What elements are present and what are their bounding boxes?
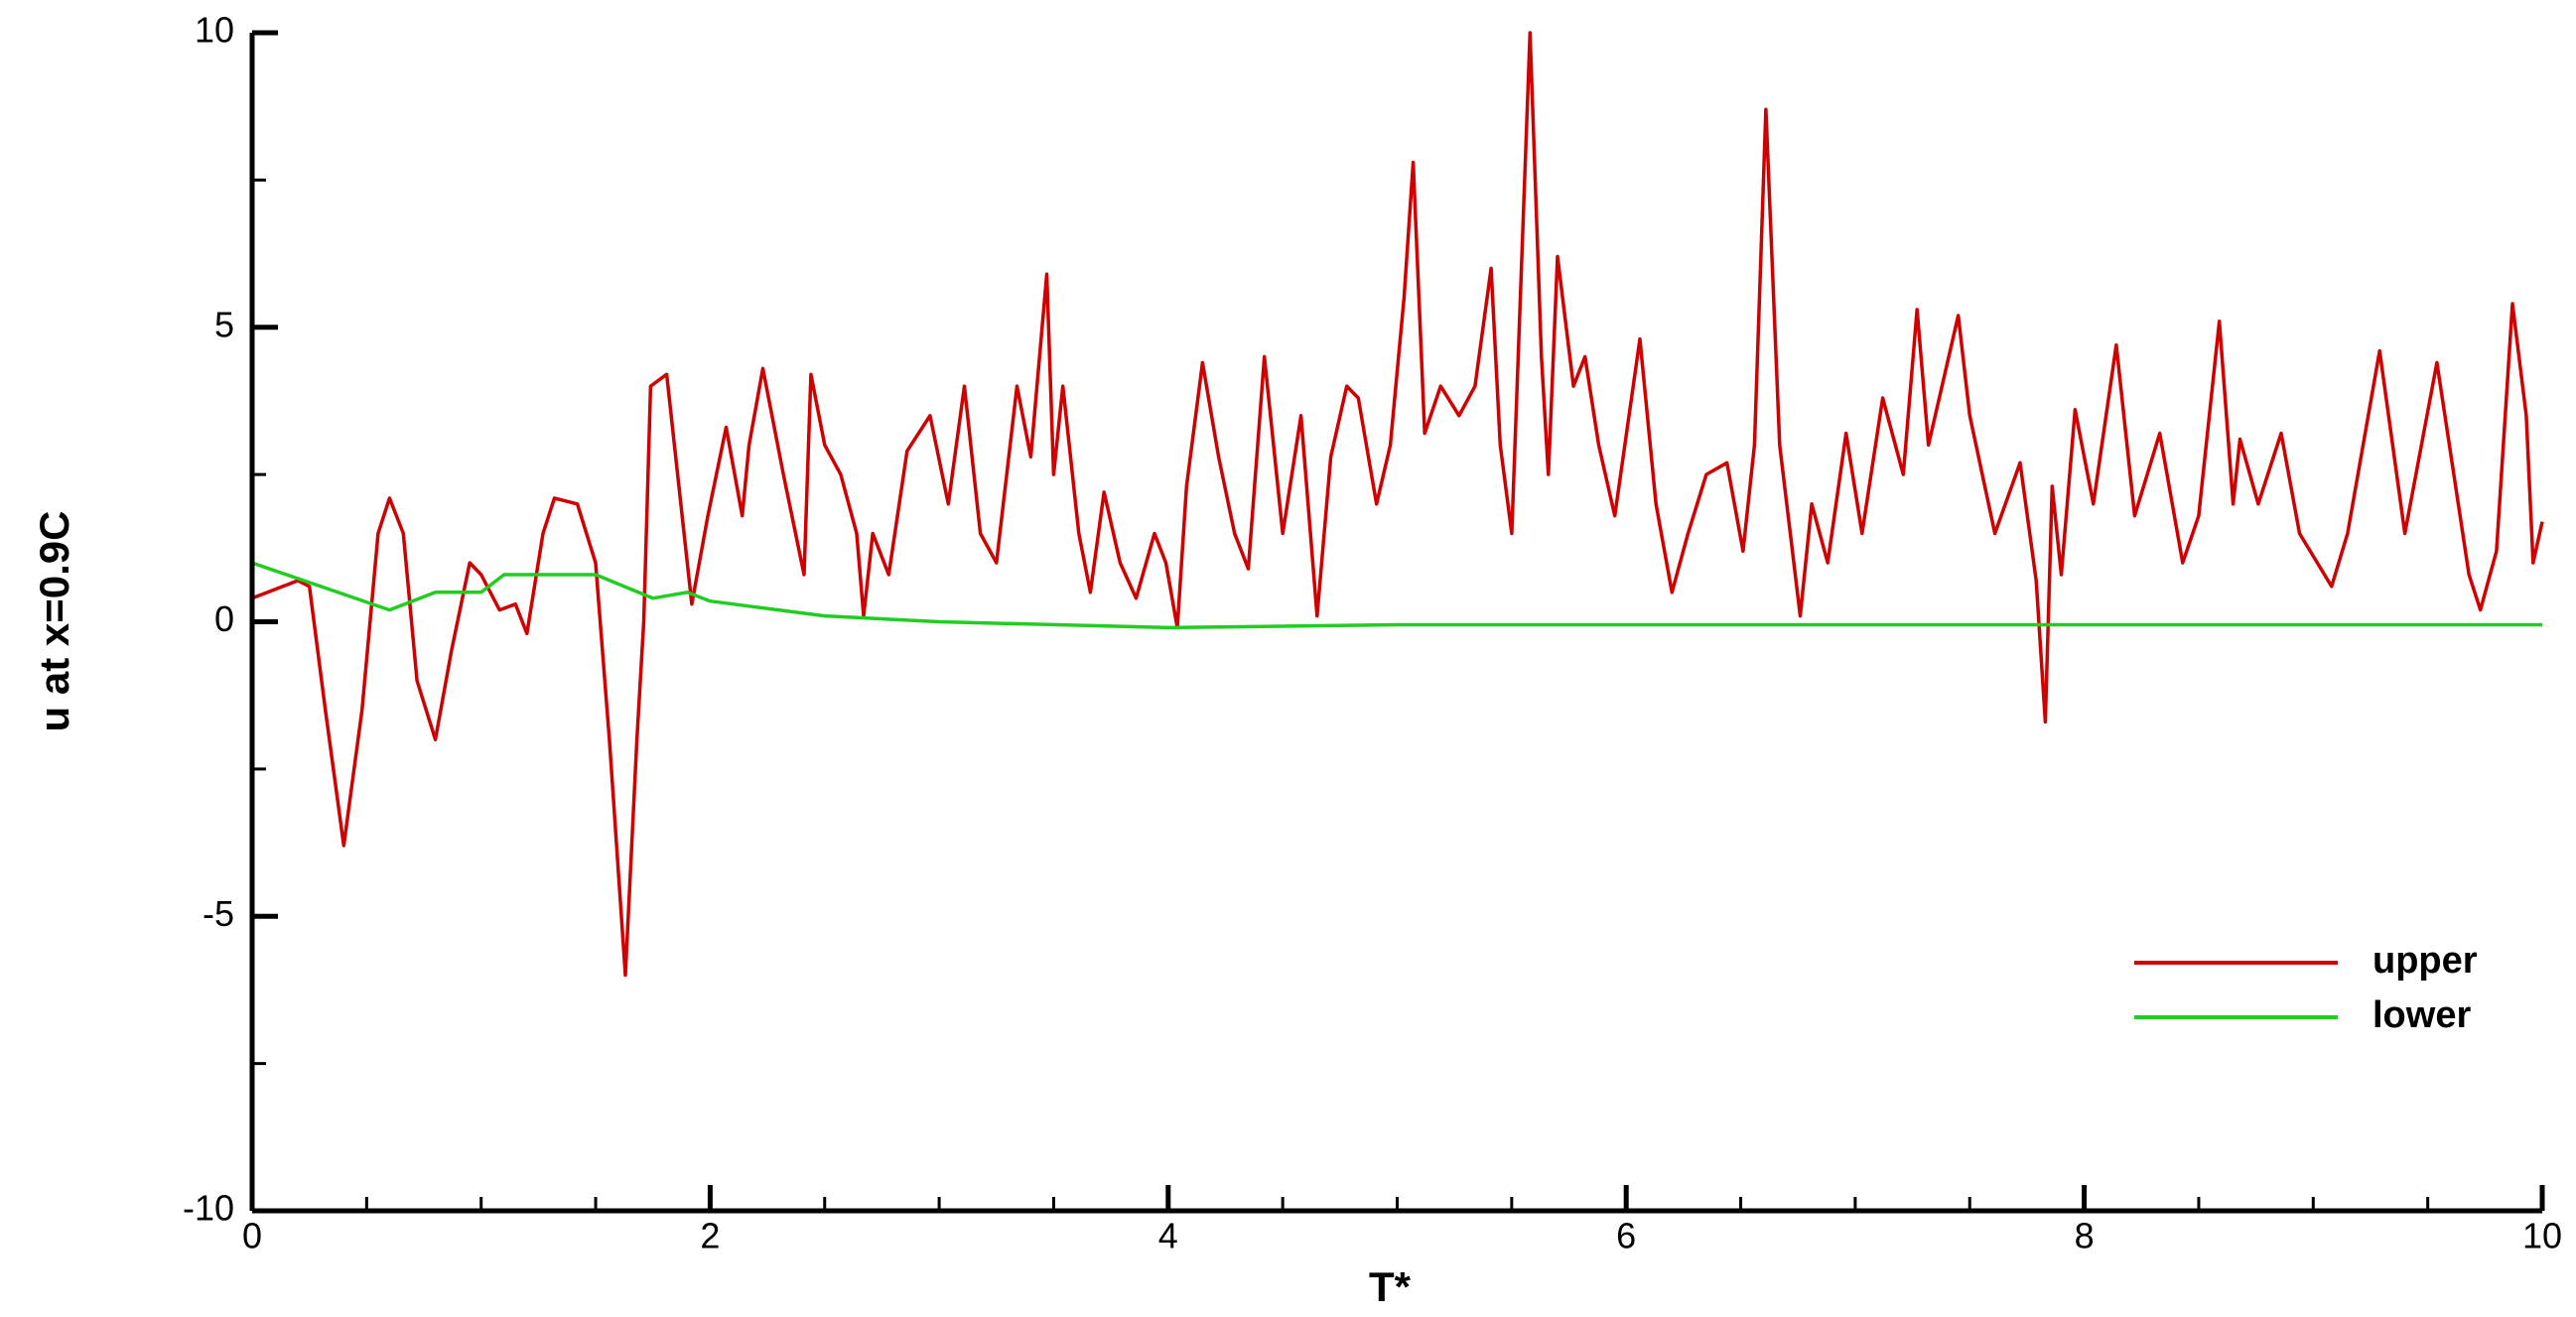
y-tick-label: -10 — [183, 1188, 234, 1229]
data-line — [251, 561, 2542, 630]
y-tick-label: 5 — [214, 304, 234, 344]
x-tick-label: 2 — [700, 1216, 720, 1256]
y-tick-label: 0 — [214, 598, 234, 639]
legend-label: upper — [2373, 940, 2478, 982]
x-tick-label: 10 — [2522, 1216, 2562, 1256]
y-tick-label: 10 — [195, 10, 234, 51]
x-tick-label: 4 — [1158, 1216, 1178, 1256]
legend-label: lower — [2373, 994, 2471, 1036]
y-axis-title: u at x=0.9C — [31, 511, 77, 732]
data-line — [251, 31, 2544, 978]
x-tick-label: 6 — [1616, 1216, 1636, 1256]
y-tick-label: -5 — [203, 893, 234, 934]
x-axis-title: T* — [1369, 1263, 1412, 1310]
x-tick-label: 0 — [242, 1216, 262, 1256]
x-tick-label: 8 — [2075, 1216, 2095, 1256]
